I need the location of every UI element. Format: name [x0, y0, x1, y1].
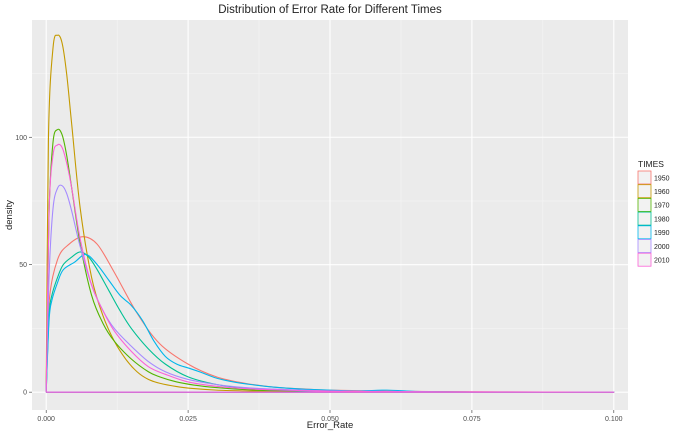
density-line-2010 — [45, 143, 615, 393]
y-tick-label: 50 — [19, 262, 27, 269]
y-axis: 0 50 100 — [15, 135, 32, 397]
x-tick-label: 0.000 — [37, 416, 55, 423]
legend-label-2010: 2010 — [654, 258, 670, 265]
x-tick-label: 0.075 — [463, 416, 481, 423]
legend-title: TIMES — [638, 159, 664, 169]
y-tick-label: 100 — [15, 135, 27, 142]
legend-key-1990 — [637, 225, 652, 240]
legend-key-1950 — [637, 170, 652, 185]
legend-label-1950: 1950 — [654, 175, 670, 182]
density-lines — [45, 34, 615, 393]
legend-key-1970 — [637, 197, 652, 212]
y-axis-title: density — [4, 200, 15, 230]
y-tick-label: 0 — [23, 390, 27, 397]
legend-key-1960 — [637, 184, 652, 199]
legend-key-1980 — [637, 211, 652, 226]
legend-label-1980: 1980 — [654, 216, 670, 223]
legend-key-2010 — [637, 252, 652, 267]
legend-key-2000 — [637, 239, 652, 253]
x-axis: 0.000 0.025 0.050 0.075 0.100 — [37, 410, 623, 423]
x-tick-label: 0.050 — [321, 416, 339, 423]
density-line-1990 — [45, 253, 615, 393]
legend-label-2000: 2000 — [654, 244, 670, 251]
x-tick-label: 0.100 — [605, 416, 623, 423]
legend-label-1970: 1970 — [654, 203, 670, 210]
major-gridlines — [32, 20, 628, 410]
legend: TIMES 1950 1960 1970 1980 1990 2000 2010 — [637, 159, 670, 267]
x-axis-title: Error_Rate — [307, 420, 353, 431]
legend-label-1990: 1990 — [654, 230, 670, 237]
chart-title: Distribution of Error Rate for Different… — [218, 4, 442, 16]
x-tick-label: 0.025 — [179, 416, 197, 423]
legend-label-1960: 1960 — [654, 189, 670, 196]
